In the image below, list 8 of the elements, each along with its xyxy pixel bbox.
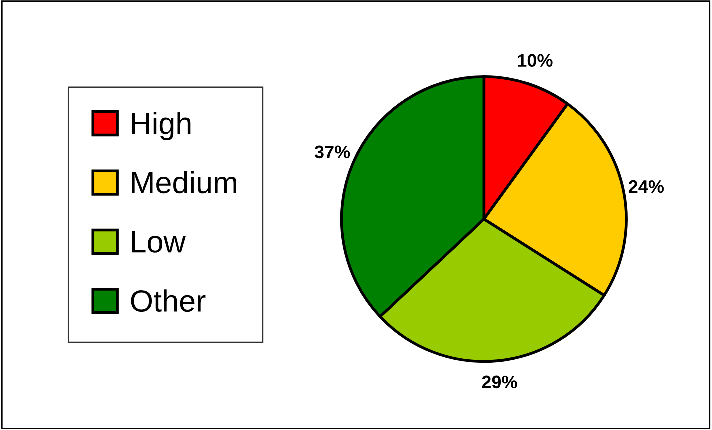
data-label: 24% — [628, 180, 664, 194]
legend-label: Medium — [132, 171, 236, 194]
legend-label: High — [132, 112, 191, 141]
data-label: 10% — [518, 54, 553, 68]
legend-label: Other — [131, 290, 206, 312]
data-label: 37% — [314, 146, 350, 159]
data-label: 29% — [482, 376, 518, 389]
legend-label: Low — [132, 232, 186, 253]
